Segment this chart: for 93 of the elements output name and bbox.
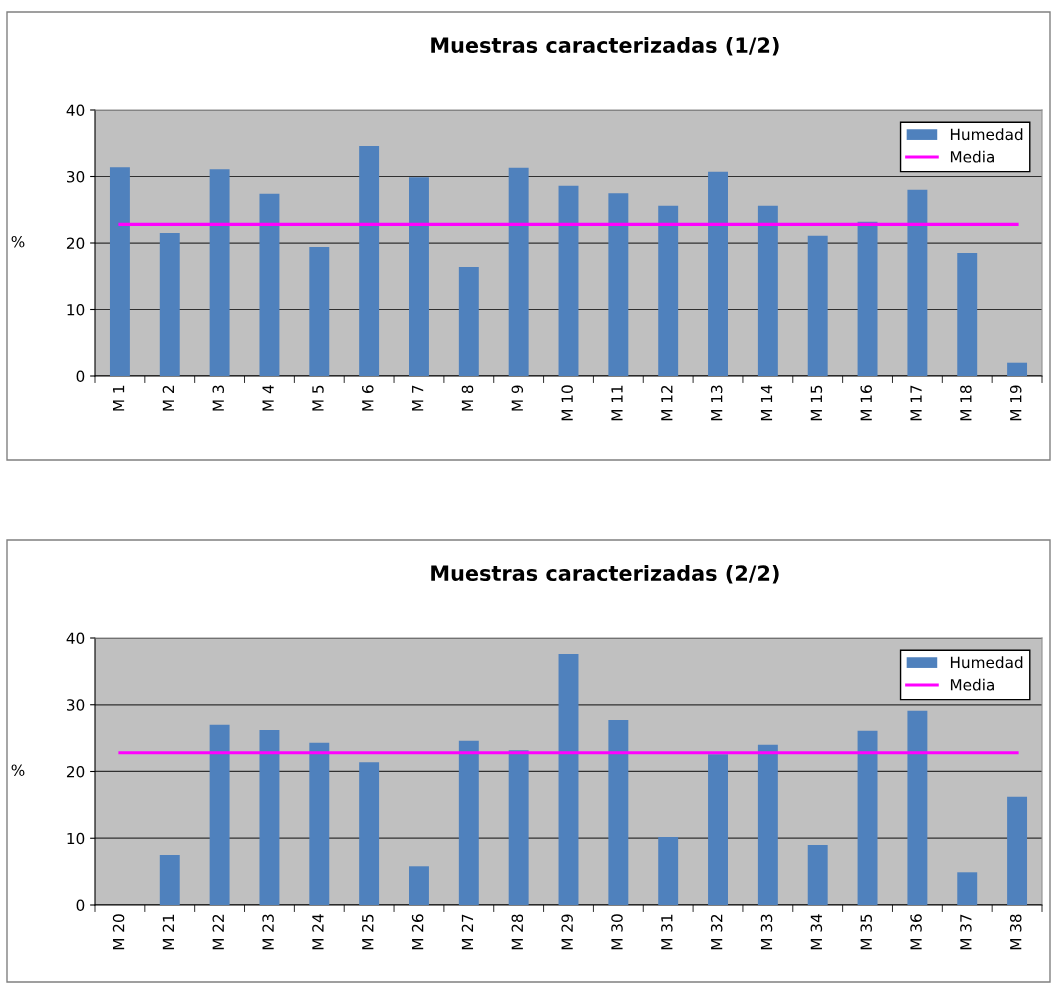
legend-label: Media: [950, 150, 994, 163]
y-tick-label: 10: [67, 303, 85, 316]
x-tick-label: M 14: [760, 385, 773, 421]
x-tick-label: M 30: [611, 914, 623, 950]
x-tick-label: M 32: [710, 914, 723, 950]
y-tick-label: 20: [66, 765, 85, 778]
bar: [957, 252, 978, 376]
y-tick-label: 40: [66, 104, 85, 117]
x-tick-label: M 28: [511, 914, 524, 950]
bar: [508, 167, 529, 376]
y-tick-label: 30: [67, 699, 85, 711]
x-tick-label: M 18: [960, 385, 972, 421]
bar: [658, 836, 679, 905]
x-tick-label: M 22: [212, 914, 224, 950]
x-tick-label: M 13: [710, 385, 723, 421]
bar: [708, 171, 728, 376]
bar: [109, 167, 130, 376]
chart-title: Muestras caracterizadas (2/2): [431, 564, 779, 584]
x-tick-label: M 9: [511, 385, 524, 411]
bar: [508, 750, 529, 905]
y-tick-label: 10: [67, 832, 85, 845]
bar: [608, 193, 629, 376]
x-tick-label: M 25: [362, 914, 374, 950]
bar: [1007, 796, 1028, 905]
x-tick-label: M 27: [461, 914, 474, 950]
y-axis-title: %: [11, 235, 25, 248]
y-tick-label: 20: [66, 237, 85, 250]
bar: [907, 189, 928, 376]
bar: [359, 762, 380, 905]
bar: [857, 730, 878, 905]
bar: [658, 205, 679, 376]
legend-label: Humedad: [950, 656, 1023, 669]
x-tick-label: M 11: [611, 385, 623, 421]
bar: [708, 754, 728, 905]
x-tick-label: M 33: [760, 914, 773, 950]
x-tick-label: M 24: [312, 914, 324, 950]
x-tick-label: M 4: [262, 385, 274, 411]
bar: [159, 233, 180, 376]
bar: [409, 866, 429, 905]
bar: [159, 854, 180, 905]
bar: [309, 246, 330, 376]
x-tick-label: M 20: [112, 914, 125, 950]
chart-title: Muestras caracterizadas (1/2): [431, 36, 779, 56]
x-tick-label: M 6: [362, 385, 374, 411]
bar: [807, 235, 828, 376]
x-tick-label: M 29: [561, 914, 573, 950]
x-tick-label: M 2: [162, 385, 174, 411]
x-tick-label: M 31: [661, 914, 673, 950]
legend-label: Media: [950, 678, 994, 691]
y-tick-label: 0: [76, 370, 85, 383]
bar: [259, 730, 280, 905]
bar: [857, 221, 878, 376]
x-tick-label: M 5: [312, 385, 324, 411]
x-tick-label: M 8: [461, 385, 474, 411]
x-tick-label: M 34: [810, 914, 823, 950]
x-tick-label: M 16: [860, 385, 872, 421]
x-tick-label: M 36: [910, 914, 922, 950]
x-tick-label: M 12: [661, 385, 673, 421]
x-tick-label: M 23: [262, 914, 274, 950]
x-tick-label: M 7: [412, 385, 424, 411]
y-tick-label: 40: [66, 632, 85, 645]
x-tick-label: M 15: [810, 385, 823, 421]
x-tick-label: M 17: [910, 385, 922, 421]
bar: [1007, 362, 1028, 376]
x-tick-label: M 38: [1009, 914, 1022, 950]
bar: [558, 185, 579, 376]
bar: [757, 205, 778, 376]
bar: [309, 742, 330, 905]
y-tick-label: 30: [67, 170, 85, 183]
bar: [807, 844, 828, 905]
bar: [458, 266, 479, 376]
x-tick-label: M 3: [212, 385, 225, 411]
bar: [558, 654, 579, 905]
bar: [907, 710, 928, 905]
bar: [209, 169, 230, 376]
bar: [757, 744, 778, 905]
x-tick-label: M 10: [561, 385, 573, 421]
x-tick-label: M 37: [960, 914, 972, 950]
y-tick-label: 0: [76, 899, 85, 912]
legend-label: Humedad: [950, 128, 1023, 141]
x-tick-label: M 26: [411, 914, 424, 950]
bar: [409, 177, 429, 376]
bar: [209, 724, 230, 905]
x-tick-label: M 35: [860, 914, 872, 950]
bar: [259, 193, 280, 376]
bar: [359, 145, 380, 376]
bar: [458, 740, 479, 905]
bar: [608, 720, 629, 905]
x-tick-label: M 1: [113, 385, 125, 411]
x-tick-label: M 21: [162, 914, 174, 950]
x-tick-label: M 19: [1009, 385, 1022, 421]
bar: [957, 872, 978, 905]
y-axis-title: %: [11, 764, 25, 776]
